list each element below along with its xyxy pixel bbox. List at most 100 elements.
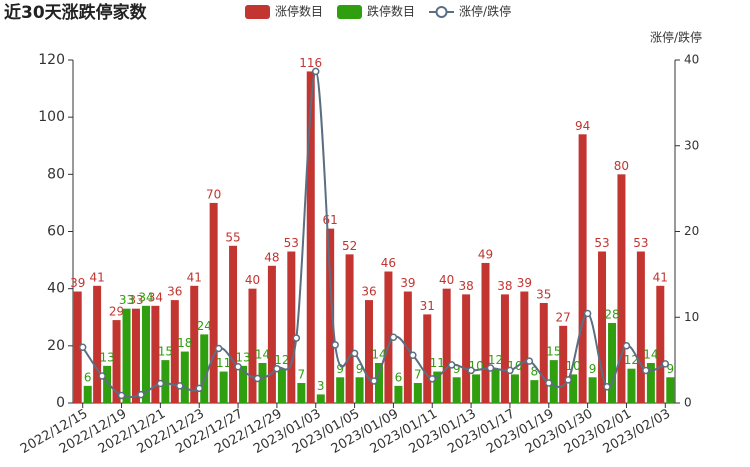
bar-value-label: 36	[167, 285, 182, 299]
bar-value-label: 41	[89, 270, 104, 284]
bar-value-label: 9	[356, 362, 364, 376]
bar-value-label: 9	[453, 362, 461, 376]
bar-value-label: 8	[531, 365, 539, 379]
bar-value-label: 80	[614, 159, 629, 173]
bar	[200, 334, 209, 403]
bar	[384, 271, 393, 403]
bar	[258, 362, 267, 403]
bar-value-label: 116	[299, 56, 322, 70]
bar	[326, 228, 335, 403]
ratio-point	[370, 377, 378, 385]
bar	[229, 245, 238, 403]
bar	[588, 377, 597, 403]
ratio-point	[661, 360, 670, 368]
bar	[481, 262, 490, 403]
bar	[549, 360, 558, 403]
bar	[219, 371, 228, 403]
bar-value-label: 11	[430, 356, 445, 370]
y2-tick-label: 40	[684, 53, 699, 67]
bar	[598, 251, 607, 403]
ratio-point	[98, 372, 106, 380]
legend-label: 涨停数目	[275, 4, 323, 19]
ratio-point	[350, 349, 359, 358]
bar-value-label: 41	[187, 270, 202, 284]
bar	[141, 305, 150, 403]
ratio-point	[137, 390, 145, 399]
bar	[627, 368, 636, 403]
bar-value-label: 94	[575, 119, 590, 133]
bar-value-label: 48	[264, 250, 279, 264]
y-tick-label: 40	[47, 281, 65, 297]
ratio-point	[78, 343, 87, 352]
ratio-point	[117, 391, 126, 400]
bar-value-label: 61	[323, 213, 338, 227]
ratio-point	[214, 344, 223, 353]
bar-value-label: 52	[342, 239, 357, 253]
bar-value-label: 46	[381, 256, 396, 270]
ratio-point	[486, 364, 495, 372]
bar-value-label: 14	[371, 347, 386, 361]
legend-label: 跌停数目	[367, 4, 415, 19]
bar-value-label: 34	[148, 290, 163, 304]
bar	[83, 385, 92, 403]
bar-value-label: 27	[556, 310, 571, 324]
ratio-point	[409, 351, 417, 359]
bar	[131, 308, 140, 403]
bar-value-label: 7	[298, 367, 306, 381]
legend-label: 涨停/跌停	[459, 4, 511, 19]
bar-value-label: 55	[225, 230, 240, 244]
bar	[578, 134, 587, 404]
bar-value-label: 9	[589, 362, 597, 376]
ratio-point	[176, 382, 184, 390]
bar-value-label: 11	[216, 356, 231, 370]
bar-value-label: 41	[653, 270, 668, 284]
bar-value-label: 12	[274, 353, 289, 367]
bar	[355, 377, 364, 403]
bar	[239, 365, 248, 403]
bar	[306, 71, 315, 403]
bar	[297, 382, 306, 403]
bar-value-label: 3	[317, 379, 325, 393]
legend-item: 涨停数目	[245, 4, 323, 19]
bar-value-label: 9	[336, 362, 344, 376]
bar-value-label: 33	[128, 293, 143, 307]
bar-value-label: 7	[414, 367, 422, 381]
y2-tick-label: 0	[684, 396, 692, 410]
y-tick-label: 80	[47, 166, 65, 182]
bar	[636, 251, 645, 403]
bar	[161, 360, 170, 403]
bar-value-label: 24	[197, 319, 212, 333]
bar	[510, 374, 519, 403]
bar-value-label: 6	[84, 370, 92, 384]
ratio-point	[428, 375, 437, 383]
legend-swatch	[435, 6, 448, 18]
ratio-point	[331, 341, 339, 349]
bar	[73, 291, 82, 403]
ratio-point	[642, 366, 650, 375]
bar-value-label: 33	[119, 293, 134, 307]
ratio-point	[156, 379, 165, 388]
bar-value-label: 49	[478, 247, 493, 261]
bar	[190, 285, 199, 403]
ratio-point	[195, 384, 203, 393]
bar	[170, 300, 179, 403]
ratio-point	[545, 379, 553, 387]
ratio-point	[622, 342, 631, 350]
bar	[122, 308, 131, 403]
bar	[608, 322, 617, 403]
bar	[656, 285, 665, 403]
y-tick-label: 60	[47, 224, 65, 240]
y2-tick-label: 20	[684, 224, 699, 238]
bar	[394, 385, 403, 403]
bar-value-label: 40	[439, 273, 454, 287]
bar	[539, 302, 548, 403]
ratio-point	[583, 309, 592, 318]
bar	[559, 325, 568, 403]
bar	[569, 374, 578, 403]
ratio-point	[292, 334, 301, 342]
bar-value-label: 28	[604, 307, 619, 321]
bar-value-label: 34	[138, 290, 153, 304]
y-tick-label: 120	[38, 52, 65, 68]
bar-value-label: 15	[158, 345, 173, 359]
bar-value-label: 6	[395, 370, 403, 384]
